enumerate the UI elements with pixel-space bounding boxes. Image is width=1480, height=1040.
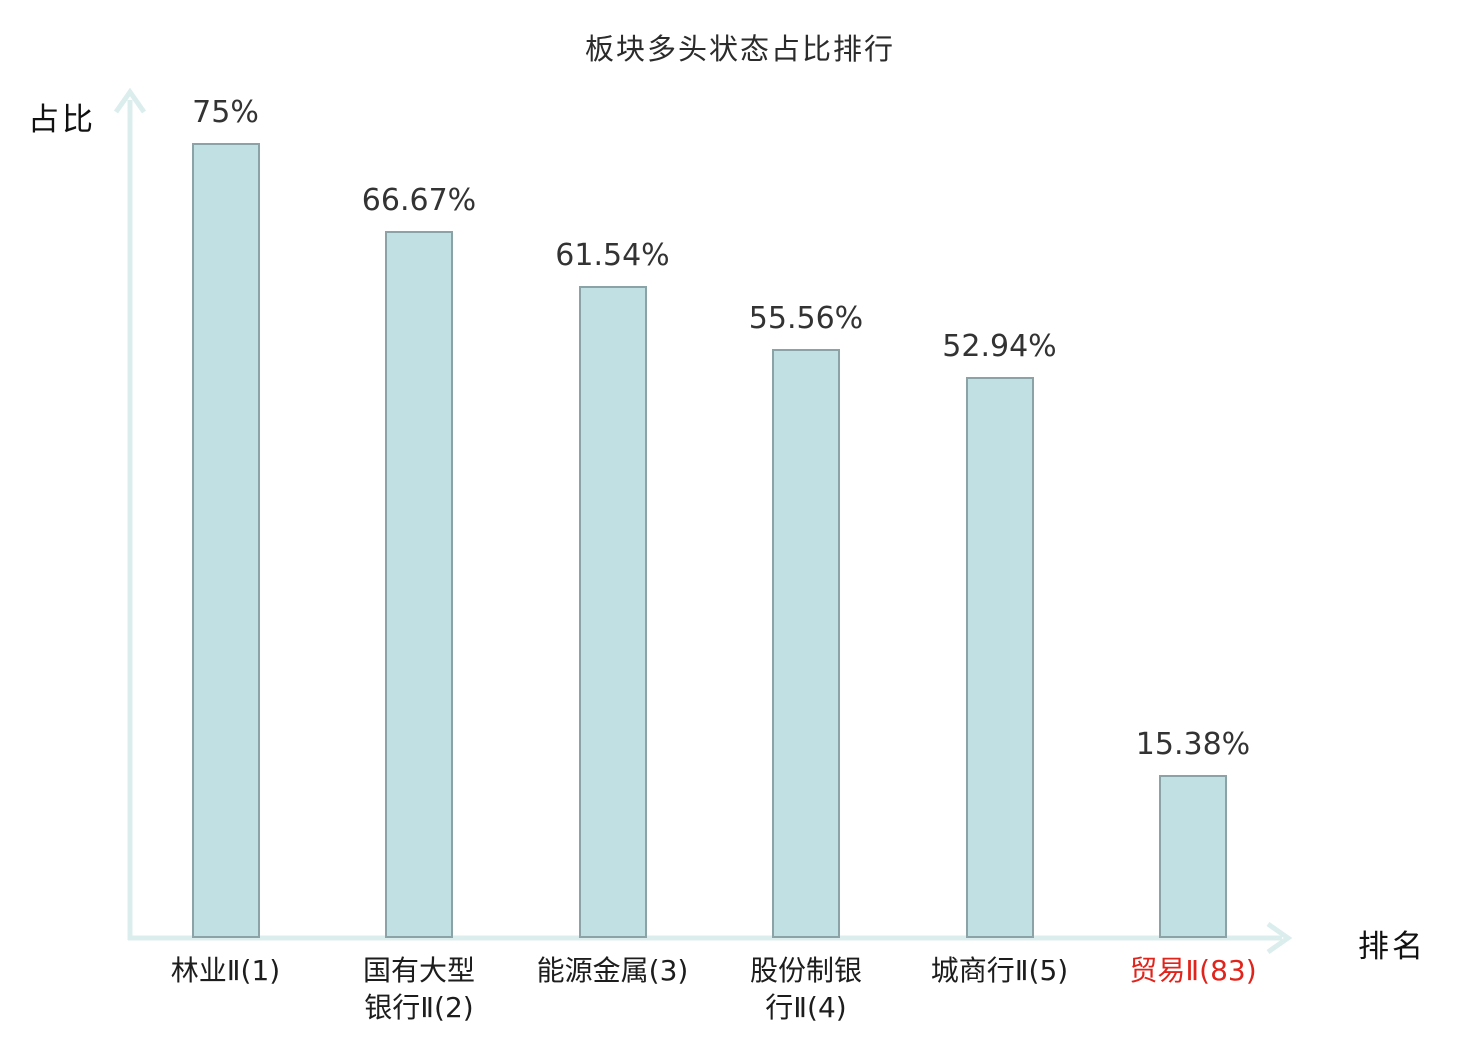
y-axis-arrow-icon: [113, 87, 147, 114]
bar-value-label: 52.94%: [942, 329, 1057, 364]
bar-value-label: 75%: [192, 95, 259, 130]
bar-category-label: 林业Ⅱ(1): [170, 954, 281, 987]
bar-value-label: 66.67%: [361, 183, 477, 218]
bar-value-label: 55.56%: [748, 301, 864, 336]
bar-4: [772, 349, 840, 938]
bar-2: [385, 231, 453, 938]
bar-value-label: 15.38%: [1135, 727, 1251, 762]
bar-1: [191, 143, 260, 938]
bar-value-label: 61.54%: [555, 238, 670, 273]
bar-6: [1159, 775, 1227, 938]
x-axis-arrow-icon: [1266, 921, 1293, 955]
bar-category-label: 股份制银 行Ⅱ(4): [749, 954, 862, 1024]
y-axis-label: 占比: [28, 102, 96, 138]
x-axis-label: 排名: [1358, 929, 1426, 965]
bar-category-label: 能源金属(3): [536, 954, 689, 987]
bar-category-label: 城商行Ⅱ(5): [930, 954, 1069, 987]
bar-category-label: 贸易Ⅱ(83): [1129, 954, 1257, 987]
bar-category-label: 国有大型 银行Ⅱ(2): [362, 954, 475, 1024]
chart-title: 板块多头状态占比排行: [584, 32, 895, 66]
bar-5: [965, 377, 1034, 938]
bar-3: [578, 286, 647, 938]
